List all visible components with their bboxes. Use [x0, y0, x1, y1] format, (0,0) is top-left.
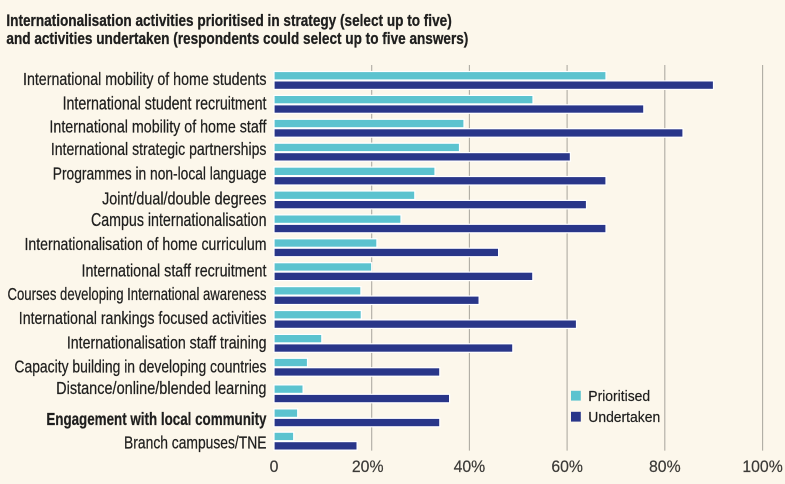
svg-text:International student recruitm: International student recruitment	[63, 94, 267, 114]
svg-text:Undertaken: Undertaken	[588, 410, 660, 426]
svg-text:Prioritised: Prioritised	[588, 389, 650, 405]
svg-text:International mobility of home: International mobility of home students	[23, 69, 266, 89]
svg-text:Branch campuses/TNE: Branch campuses/TNE	[124, 433, 267, 453]
svg-text:Joint/dual/double degrees: Joint/dual/double degrees	[102, 189, 266, 209]
svg-text:Programmes in non-local langua: Programmes in non-local language	[53, 164, 267, 184]
svg-text:Internationalisation activitie: Internationalisation activities prioriti…	[6, 12, 451, 31]
svg-text:80%: 80%	[649, 458, 681, 477]
svg-text:20%: 20%	[352, 458, 384, 477]
svg-text:Engagement with local communit: Engagement with local community	[46, 410, 266, 429]
svg-text:Internationalisation staff tra: Internationalisation staff training	[67, 333, 267, 353]
svg-text:Campus internationalisation: Campus internationalisation	[91, 211, 266, 231]
svg-text:0: 0	[270, 458, 279, 477]
svg-text:International mobility of home: International mobility of home staff	[49, 117, 266, 137]
svg-text:Internationalisation of home c: Internationalisation of home curriculum	[25, 234, 267, 254]
svg-text:60%: 60%	[551, 458, 583, 477]
svg-text:and activities undertaken (res: and activities undertaken (respondents c…	[6, 30, 468, 49]
svg-text:100%: 100%	[742, 458, 782, 477]
svg-text:International strategic partne: International strategic partnerships	[51, 140, 267, 160]
svg-text:40%: 40%	[454, 458, 486, 477]
svg-text:International rankings focused: International rankings focused activitie…	[19, 308, 267, 328]
svg-text:Distance/online/blended learni: Distance/online/blended learning	[56, 379, 266, 399]
svg-text:Courses developing Internation: Courses developing International awarene…	[8, 285, 267, 304]
svg-text:Capacity building in developin: Capacity building in developing countrie…	[14, 357, 266, 377]
svg-text:International staff recruitmen: International staff recruitment	[81, 261, 266, 281]
